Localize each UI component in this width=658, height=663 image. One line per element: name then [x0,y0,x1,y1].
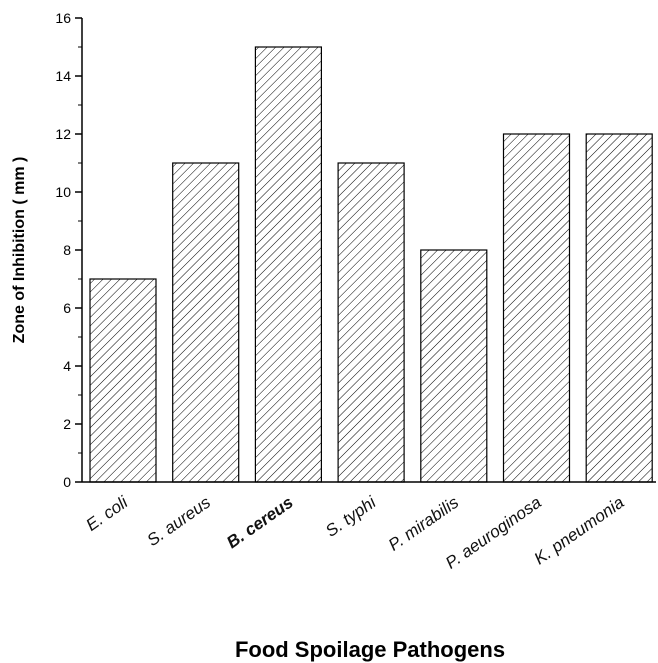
x-tick-labels: E. coli S. aureus B. cereus S. typhi P. mira… [82,492,627,573]
y-tick-label: 10 [55,184,71,200]
x-tick-label: K. pneumonia [531,493,628,569]
y-tick-label: 2 [63,416,71,432]
y-tick-label: 0 [63,474,71,490]
y-ticks: 0 2 4 6 8 10 12 14 16 [55,10,82,490]
bar-b-cereus [254,46,322,483]
bar-e-coli [89,278,157,483]
y-tick-label: 6 [63,300,71,316]
y-tick-label: 4 [63,358,71,374]
y-axis-title: Zone of Inhibition ( mm ) [11,157,28,344]
y-tick-label: 14 [55,68,71,84]
x-tick-label: S. aureus [143,492,214,550]
x-tick-label: B. cereus [223,493,297,552]
y-tick-label: 12 [55,126,71,142]
bar-p-aeuroginosa [502,133,571,483]
x-tick-label: E. coli [82,492,132,535]
bar-s-aureus [172,162,240,483]
bar-p-mirabilis [420,249,488,483]
bar-k-pneumonia [585,133,653,483]
bars-layer [89,46,653,483]
y-tick-label: 8 [63,242,71,258]
y-tick-label: 16 [55,10,71,26]
x-axis-title: Food Spoilage Pathogens [235,637,505,662]
bar-s-typhi [337,162,405,483]
x-tick-label: P. mirabilis [385,492,463,554]
x-tick-label: S. typhi [322,492,380,541]
